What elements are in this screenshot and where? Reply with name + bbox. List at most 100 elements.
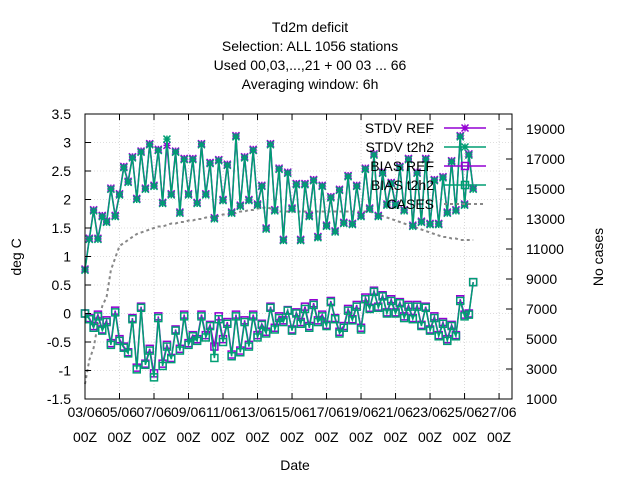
data-point [361,165,370,174]
y2-tick-label: 1000 [526,391,557,407]
data-point [412,302,422,311]
data-point [167,190,176,199]
data-point [322,222,331,231]
x-tick-label-hour: 00Z [487,429,512,445]
data-point [110,308,120,317]
legend-label: STDV t2h2 [366,139,435,155]
plot-frame [84,113,513,400]
x-tick-label-hour: 00Z [314,429,339,445]
data-point [175,209,184,218]
y-tick-label: 0 [63,306,71,322]
data-point [404,302,413,311]
data-point [253,333,262,342]
data-point [236,348,245,357]
y-tick-label: 1 [63,249,71,265]
data-point [210,353,219,363]
data-point [141,185,150,194]
y2-tick-label: 11000 [526,241,564,257]
data-point [326,193,335,202]
legend-item: CASES [387,196,486,212]
data-point [236,202,245,211]
data-point [145,346,154,355]
data-point [240,317,249,327]
data-point [469,185,478,194]
data-point [210,342,219,351]
data-point [167,354,176,364]
series-cases [84,205,474,385]
data-point [93,312,103,321]
data-point [262,225,271,234]
legend-item: STDV REF [365,120,486,136]
data-point [279,317,288,327]
x-tick-label-hour: 00Z [73,429,98,445]
y-tick-label: 3 [63,135,71,151]
legend-marker [460,161,470,171]
data-point [313,317,323,327]
data-point [275,165,284,174]
data-point [292,309,301,318]
data-point [244,196,253,205]
data-point [361,295,370,304]
data-point [447,321,456,331]
series-stdv-t2h2 [80,132,478,275]
data-point [344,172,353,181]
data-point [395,163,404,172]
data-point [421,155,430,164]
data-point [214,314,223,324]
data-point [456,132,465,141]
data-point [374,303,383,313]
data-point [231,132,240,141]
y-tick-label: -1 [59,363,72,379]
data-point [343,306,353,315]
y-tick-label: -0.5 [47,334,71,350]
data-point [365,304,374,314]
data-point [395,298,405,308]
data-point [132,365,142,374]
data-point [464,310,474,319]
data-point [430,176,439,185]
x-tick-label-hour: 00Z [245,429,270,445]
data-point [335,329,344,338]
data-point [266,140,275,149]
data-point [137,148,146,157]
tick-labels: 03/0600Z05/0600Z07/0600Z09/0600Z11/0600Z… [47,106,565,445]
x-tick-label-date: 25/06 [447,404,482,420]
y2-tick-label: 5000 [526,331,557,347]
data-point [197,312,206,321]
title-line-2: Selection: ALL 1056 stations [222,38,398,54]
legend-label: BIAS REF [370,158,434,174]
x-tick-label-hour: 00Z [142,429,167,445]
chart-title: Td2m deficit Selection: ALL 1056 station… [214,19,407,92]
data-point [158,361,167,371]
data-point [455,296,465,306]
data-point [188,155,197,164]
data-point [317,312,327,321]
data-point [369,151,379,160]
data-point [425,326,435,335]
data-point [106,185,115,194]
data-point [434,220,443,229]
data-point [240,153,249,162]
data-point [248,312,258,321]
data-point [270,325,280,334]
data-point [98,212,107,221]
data-point [417,321,426,331]
data-point [391,201,400,210]
data-point [162,135,171,144]
data-point [141,360,150,370]
data-point [434,332,443,341]
data-point [391,309,400,318]
series-line [84,282,474,378]
data-point [231,312,241,321]
data-point [279,236,288,245]
data-point [223,319,232,329]
x-tick-label-hour: 00Z [349,429,374,445]
legend-marker [460,142,470,152]
data-point [330,314,340,324]
data-point [115,336,124,346]
data-point [408,222,417,231]
data-point [128,314,137,324]
data-point [305,212,314,221]
data-point [296,236,305,245]
